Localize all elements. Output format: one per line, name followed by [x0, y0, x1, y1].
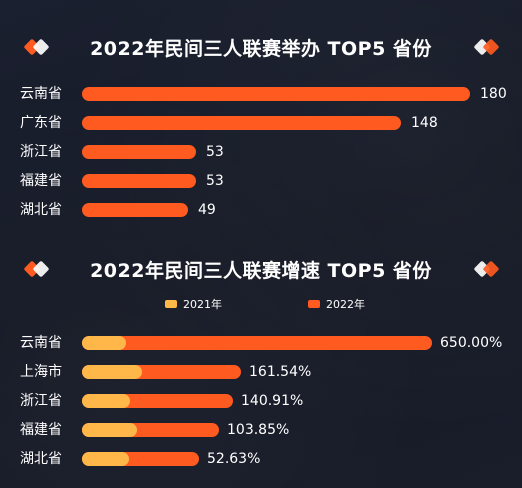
chart2-category-label: 云南省 — [20, 335, 62, 351]
chart2-bar-2021 — [82, 365, 142, 379]
chart1-row: 福建省 53 — [0, 171, 522, 191]
chart2-row: 湖北省 52.63% — [0, 449, 522, 469]
chart1-category-label: 福建省 — [20, 173, 62, 189]
chart1-row: 湖北省 49 — [0, 200, 522, 220]
legend-label-2021: 2021年 — [183, 298, 222, 311]
chart1-row: 广东省 148 — [0, 113, 522, 133]
chart2-value-label: 103.85% — [227, 422, 290, 438]
legend-swatch-2021 — [165, 300, 177, 308]
chart1-bar — [82, 116, 401, 130]
chart2-row: 浙江省 140.91% — [0, 391, 522, 411]
diamond-decoration-icon — [473, 260, 500, 278]
diamond-decoration-icon — [473, 38, 500, 56]
chart1-category-label: 云南省 — [20, 86, 62, 102]
chart1-row: 浙江省 53 — [0, 142, 522, 162]
chart1-row: 云南省 180 — [0, 84, 522, 104]
chart1-value-label: 49 — [198, 202, 216, 218]
chart1-title-row: 2022年民间三人联赛举办 TOP5 省份 — [0, 30, 522, 64]
chart1-category-label: 浙江省 — [20, 144, 62, 160]
chart2-bar-track — [82, 365, 241, 379]
chart2-bar-2021 — [82, 336, 126, 350]
chart1-value-label: 53 — [206, 144, 224, 160]
chart2-category-label: 浙江省 — [20, 393, 62, 409]
chart2-legend: 2021年 2022年 — [0, 296, 522, 312]
chart1-bar-track — [82, 145, 196, 159]
chart2-category-label: 湖北省 — [20, 451, 62, 467]
chart1-bar — [82, 145, 196, 159]
chart1-bar-track — [82, 174, 196, 188]
chart2-bar-track — [82, 423, 219, 437]
chart1-bar — [82, 87, 470, 101]
chart1-title: 2022年民间三人联赛举办 TOP5 省份 — [90, 37, 432, 60]
chart1-bar-track — [82, 116, 401, 130]
chart1-bar-track — [82, 87, 470, 101]
chart1-bar — [82, 174, 196, 188]
chart2-category-label: 上海市 — [20, 364, 62, 380]
chart1-category-label: 广东省 — [20, 115, 62, 131]
chart2-bar-track — [82, 452, 199, 466]
legend-swatch-2022 — [308, 300, 320, 308]
chart2-row: 福建省 103.85% — [0, 420, 522, 440]
chart2-bar-2021 — [82, 394, 130, 408]
chart1-value-label: 148 — [411, 115, 438, 131]
chart2-value-label: 52.63% — [207, 451, 261, 467]
chart2-bar-track — [82, 336, 432, 350]
chart2-row: 云南省 650.00% — [0, 333, 522, 353]
chart2-bar-2021 — [82, 452, 129, 466]
chart2-title-row: 2022年民间三人联赛增速 TOP5 省份 — [0, 252, 522, 286]
chart2-bar-2022 — [82, 336, 432, 350]
legend-item-2021: 2021年 — [165, 296, 222, 312]
legend-label-2022: 2022年 — [326, 298, 365, 311]
chart2-category-label: 福建省 — [20, 422, 62, 438]
chart2-value-label: 140.91% — [241, 393, 304, 409]
diamond-decoration-icon — [23, 38, 50, 56]
chart1-value-label: 180 — [480, 86, 507, 102]
chart1-bar-track — [82, 203, 188, 217]
chart2-row: 上海市 161.54% — [0, 362, 522, 382]
chart2-title: 2022年民间三人联赛增速 TOP5 省份 — [90, 259, 432, 282]
chart2-value-label: 650.00% — [440, 335, 503, 351]
chart1-category-label: 湖北省 — [20, 202, 62, 218]
chart1-bar — [82, 203, 188, 217]
chart1-value-label: 53 — [206, 173, 224, 189]
chart2-bar-2021 — [82, 423, 137, 437]
legend-item-2022: 2022年 — [308, 296, 365, 312]
chart2-value-label: 161.54% — [249, 364, 312, 380]
chart2-bar-track — [82, 394, 233, 408]
diamond-decoration-icon — [23, 260, 50, 278]
